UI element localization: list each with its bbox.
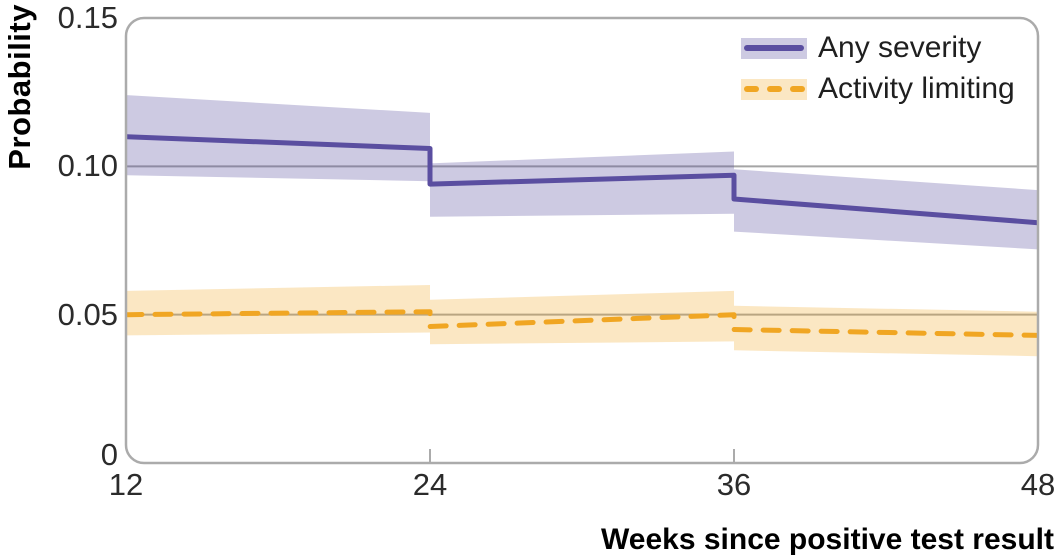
x-tick-label: 24 bbox=[412, 467, 448, 502]
legend-swatch-dashed-line-icon bbox=[741, 78, 807, 100]
legend-item: Activity limiting bbox=[741, 74, 1015, 104]
legend-item: Any severity bbox=[741, 33, 1015, 63]
legend-label: Any severity bbox=[818, 31, 982, 64]
x-axis-title: Weeks since positive test result bbox=[601, 523, 1054, 556]
y-tick-label: 0.10 bbox=[57, 148, 118, 184]
legend-swatch-solid-line-icon bbox=[741, 37, 807, 59]
x-tick-label: 48 bbox=[1020, 467, 1056, 502]
x-tick-label: 36 bbox=[716, 467, 752, 502]
y-tick-label: 0.05 bbox=[57, 296, 118, 332]
plot-border bbox=[124, 16, 1040, 465]
confidence-band-0 bbox=[126, 95, 1038, 250]
series-line-0 bbox=[126, 134, 1038, 226]
legend-solid-segment bbox=[744, 45, 804, 51]
legend-dash-segment bbox=[789, 86, 805, 92]
x-tick-label: 12 bbox=[108, 467, 144, 502]
legend-label: Activity limiting bbox=[818, 72, 1015, 105]
legend-dash-segment bbox=[766, 86, 782, 92]
legend: Any severity Activity limiting bbox=[741, 33, 1015, 104]
y-tick-label: 0 bbox=[100, 437, 118, 472]
series-line-1 bbox=[126, 309, 1038, 338]
legend-dash-segment bbox=[743, 86, 759, 92]
y-tick-label: 0.15 bbox=[57, 0, 118, 35]
